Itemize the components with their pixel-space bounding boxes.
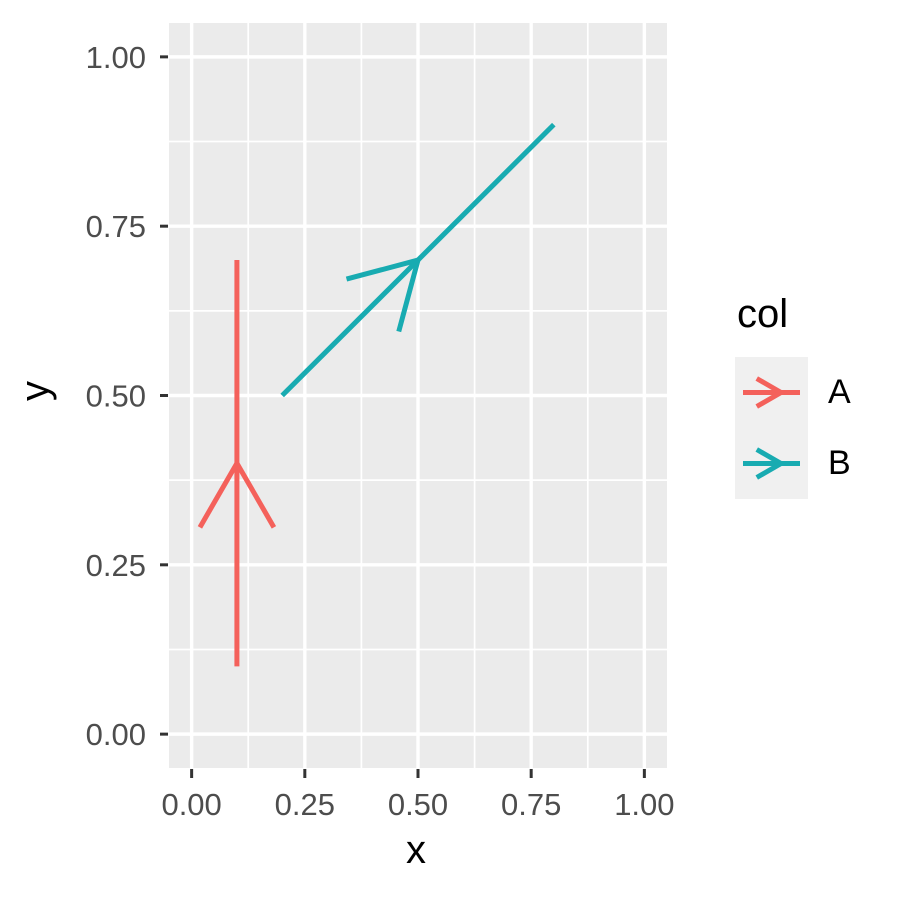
axes-layer: 0.00 0.25 0.50 0.75 1.00 0.00 0.25 0.50 0.75 1.00 xyxy=(86,40,675,822)
grid-layer xyxy=(169,23,667,768)
x-tick-label: 1.00 xyxy=(614,787,674,822)
y-tick-label: 0.50 xyxy=(86,379,146,414)
segment-B xyxy=(280,122,556,398)
x-tick-label: 0.50 xyxy=(388,787,448,822)
legend-label-B: B xyxy=(828,444,851,482)
y-tick-label: 0.00 xyxy=(86,717,146,752)
y-tick-label: 0.75 xyxy=(86,209,146,244)
x-axis-title: x xyxy=(406,828,426,872)
y-axis-title: y xyxy=(13,381,57,401)
arrowhead xyxy=(345,256,422,333)
x-tick-label: 0.00 xyxy=(161,787,221,822)
y-tick-label: 1.00 xyxy=(86,40,146,75)
y-tick-label: 0.25 xyxy=(86,548,146,583)
data-layer xyxy=(197,122,556,667)
legend-key-A xyxy=(735,357,808,428)
legend-key-arrow-icon xyxy=(743,376,800,409)
legend-title: col xyxy=(737,292,789,336)
x-tick-label: 0.25 xyxy=(275,787,335,822)
legend-arrowhead xyxy=(755,447,786,480)
segment-A xyxy=(197,260,277,667)
legend-key-B xyxy=(735,428,808,499)
arrowhead xyxy=(197,458,277,529)
x-tick-label: 0.75 xyxy=(501,787,561,822)
legend-arrowhead xyxy=(755,376,786,409)
legend-key-arrow-icon xyxy=(743,447,800,480)
legend-label-A: A xyxy=(828,373,851,411)
